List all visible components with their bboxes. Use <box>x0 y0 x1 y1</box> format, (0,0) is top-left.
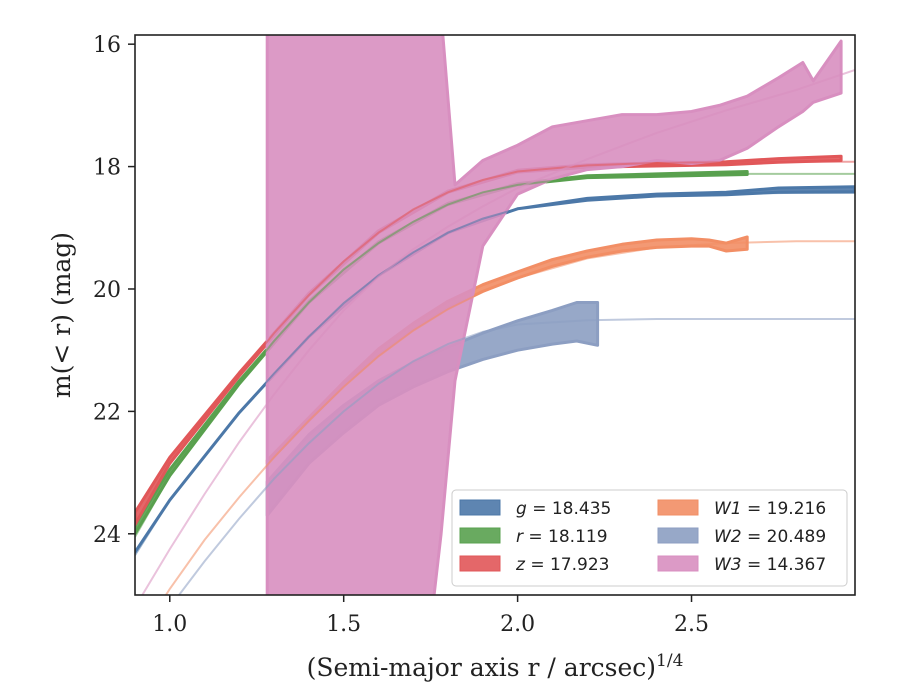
y-tick-label: 18 <box>93 156 121 181</box>
legend: g = 18.435 r = 18.119 z = 17.923 W1 = 19.21… <box>451 489 848 587</box>
axis-ticks: 1.0 1.5 2.0 2.5 16 18 20 22 24 <box>93 33 709 637</box>
legend-swatch-g <box>459 499 501 516</box>
legend-label-W2: W2 = 20.489 <box>714 527 826 547</box>
x-axis-label: (Semi-major axis r / arcsec)1/4 <box>307 651 684 682</box>
model-line-W3 <box>141 68 855 595</box>
model-line-z <box>135 160 855 526</box>
legend-label-z: z = 17.923 <box>515 555 609 575</box>
x-tick-label: 2.0 <box>500 612 535 637</box>
legend-label-W1: W1 = 19.216 <box>714 499 826 519</box>
y-tick-label: 24 <box>93 523 121 548</box>
y-axis-label: m(< r) (mag) <box>47 232 76 398</box>
model-line-W1 <box>164 240 855 595</box>
x-tick-label: 1.0 <box>152 612 187 637</box>
model-curves <box>135 68 855 595</box>
legend-label-W3: W3 = 14.367 <box>714 555 826 575</box>
legend-label-g: g = 18.435 <box>516 499 611 519</box>
model-line-r <box>135 172 855 538</box>
model-line-g <box>135 191 855 556</box>
model-line-W2 <box>177 318 855 595</box>
x-tick-label: 2.5 <box>674 612 709 637</box>
y-tick-label: 16 <box>93 33 121 58</box>
legend-label-r: r = 18.119 <box>516 527 608 547</box>
plot-frame <box>134 34 856 596</box>
legend-swatch-W1 <box>657 499 699 516</box>
y-tick-label: 20 <box>93 278 121 303</box>
legend-swatch-W3 <box>657 555 699 572</box>
x-tick-label: 1.5 <box>326 612 361 637</box>
y-tick-label: 22 <box>93 400 121 425</box>
legend-swatch-W2 <box>657 527 699 544</box>
legend-box <box>451 489 848 587</box>
legend-swatch-z <box>459 555 501 572</box>
legend-swatch-r <box>459 527 501 544</box>
